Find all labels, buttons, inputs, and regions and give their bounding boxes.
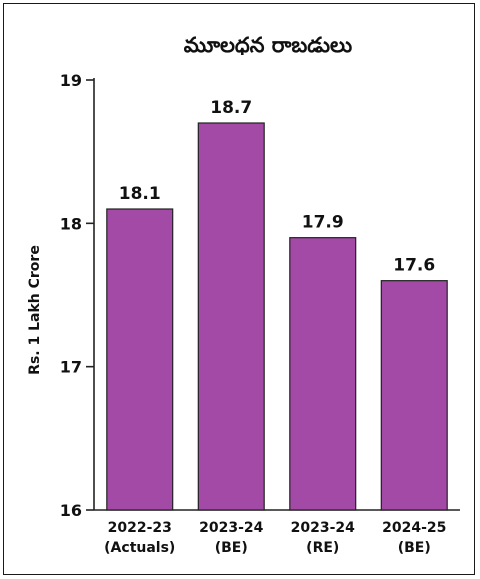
bars	[106, 122, 448, 511]
data-label: 17.6	[393, 256, 435, 276]
y-tick-label: 18	[60, 214, 82, 233]
y-axis-ticks: 16 17 18 19	[60, 71, 94, 520]
x-tick-label: 2023-24	[199, 520, 264, 536]
x-tick-label: 2023-24	[291, 520, 356, 536]
bar	[106, 208, 174, 511]
x-tick-label: (RE)	[306, 540, 339, 556]
y-axis-title: Rs. 1 Lakh Crore	[27, 245, 43, 375]
bar	[380, 280, 448, 511]
data-labels: 18.1 18.7 17.9 17.6	[119, 98, 435, 276]
bar	[289, 237, 357, 511]
chart-title: మూలధన రాబడులు	[184, 33, 352, 57]
data-label: 17.9	[302, 213, 344, 233]
x-axis-labels: 2022-23 (Actuals) 2023-24 (BE) 2023-24 (RE) 20…	[104, 520, 446, 556]
y-tick-label: 17	[60, 358, 82, 377]
x-tick-label: (Actuals)	[104, 540, 175, 556]
y-tick-label: 19	[60, 71, 82, 90]
x-tick-label: (BE)	[215, 540, 248, 556]
bar	[197, 122, 265, 511]
data-label: 18.1	[119, 184, 161, 204]
x-tick-label: 2022-23	[108, 520, 172, 536]
data-label: 18.7	[210, 98, 252, 118]
x-tick-label: 2024-25	[382, 520, 446, 536]
y-tick-label: 16	[60, 501, 82, 520]
x-tick-label: (BE)	[398, 540, 431, 556]
